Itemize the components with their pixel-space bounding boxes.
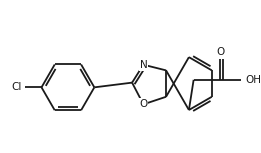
Text: O: O xyxy=(216,47,224,57)
Text: O: O xyxy=(139,99,147,109)
Text: OH: OH xyxy=(246,75,261,85)
Text: Cl: Cl xyxy=(11,82,22,92)
Text: N: N xyxy=(140,60,147,70)
